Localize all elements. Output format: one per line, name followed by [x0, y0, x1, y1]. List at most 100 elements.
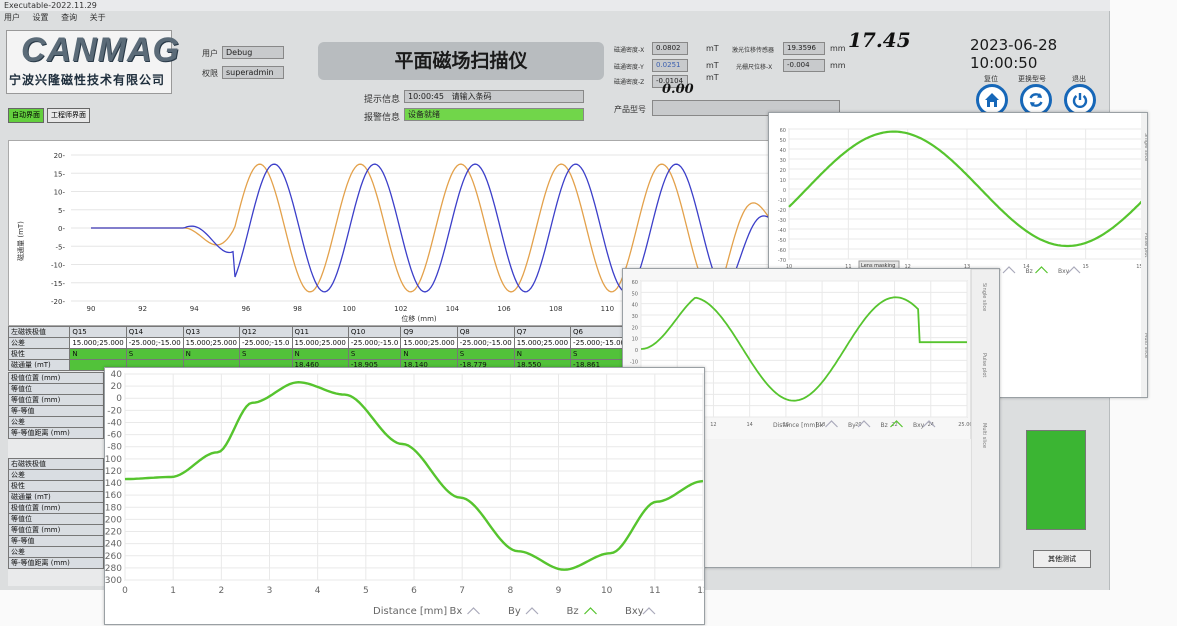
table-cell: 公差 [8, 546, 104, 558]
y-tick-label: 10- [54, 189, 66, 197]
laser-sensor-unit: mm [830, 44, 846, 53]
x-tick-label: 2 [218, 586, 224, 596]
table-cell: Q13 [182, 326, 241, 338]
table-cell: 左磁铁极值 [7, 326, 71, 338]
overlay-big-chart: 40200-20-40-60-80-100-120-140-160-180-20… [105, 370, 704, 617]
table-cell: 等-等值距离 (mm) [8, 557, 104, 569]
y-tick-label: -5- [55, 243, 65, 251]
table-cell: N [400, 348, 458, 360]
legend-label: Bz [567, 606, 579, 617]
user-label: 用户 [202, 49, 218, 58]
table-row-label: 等值位 [8, 513, 104, 525]
table-cell: -25.000;-15.0 [347, 337, 402, 349]
y-tick-label: -60 [107, 431, 122, 441]
y-tick-label: -160 [105, 491, 122, 501]
permission-field: superadmin [222, 66, 284, 79]
other-test-button[interactable]: 其他测试 [1033, 550, 1091, 568]
y-tick-label: -300 [105, 576, 122, 586]
y-tick-label: -260 [105, 552, 122, 562]
menu-settings[interactable]: 设置 [32, 13, 49, 22]
y-tick-label: 5- [58, 207, 65, 215]
menu-user[interactable]: 用户 [4, 13, 20, 22]
table-cell: Q6 [570, 326, 628, 338]
x-tick-label: 13 [964, 264, 970, 270]
measurement-table: 左磁铁极值 Q15 Q14 Q13 Q12 Q11 Q10 Q9 Q8 Q7 Q6 公差 15.000;… [7, 326, 628, 371]
bz-curve [124, 380, 704, 571]
datetime: 2023-06-28 10:00:50 [970, 36, 1058, 72]
table-row-label: 右磁铁极值 [8, 458, 104, 470]
y-tick-label: -20 [107, 406, 122, 416]
y-tick-label: 15- [54, 170, 66, 178]
flux-y-label: 磁通密度-Y [614, 64, 644, 71]
y-tick-label: -200 [105, 515, 122, 525]
y-axis-label: 磁通量 (mT) [16, 221, 25, 261]
table-row-label: 极值位置 (mm) [8, 502, 104, 514]
y-tick-label: -100 [105, 455, 122, 465]
table-cell: 极值位置 (mm) [8, 502, 104, 514]
user-field: Debug [222, 46, 284, 59]
table-cell: 等-等值 [8, 405, 104, 417]
x-tick-label: 14 [1023, 264, 1029, 270]
x-tick-label: 100 [342, 305, 355, 313]
series-blue-line [91, 163, 780, 293]
reset-label: 复位 [984, 75, 998, 83]
y-tick-label: 40 [111, 370, 123, 380]
tab-auto[interactable]: 自动界面 [8, 108, 44, 123]
x-tick-label: 11 [649, 586, 660, 596]
legend-swatch [922, 420, 936, 428]
hint-text: 请输入条码 [451, 92, 492, 101]
change-model-button[interactable] [1020, 84, 1052, 116]
table-cell: 磁通量 (mT) [7, 359, 71, 371]
table-cell: N [69, 348, 127, 360]
x-tick-label: 92 [138, 305, 147, 313]
x-tick-label: 7 [459, 586, 465, 596]
x-tick-label: 12 [904, 264, 910, 270]
series-orange-line [91, 163, 780, 293]
legend-swatch [825, 420, 838, 428]
table-cell: 等值位 [8, 383, 104, 395]
side-tab: Multi slice [1143, 333, 1148, 358]
y-tick-label: -20- [51, 298, 65, 306]
y-tick-label: 60 [632, 280, 638, 286]
exit-button[interactable] [1064, 84, 1096, 116]
x-tick-label: 18 [819, 422, 825, 428]
legend-label: Bz [1026, 268, 1033, 275]
table-row-label: 等-等值 [8, 405, 104, 417]
flux-z-value: -0.0104 [652, 75, 688, 88]
y-tick-label: 0 [783, 188, 786, 194]
legend-swatch [1067, 266, 1081, 274]
flux-x-label: 磁通密度-X [614, 47, 645, 54]
y-tick-label: 20 [632, 325, 638, 331]
lens-masking-label: Lens masking [861, 263, 895, 269]
legend-swatch [642, 607, 656, 615]
menu-query[interactable]: 查询 [61, 13, 78, 22]
window-title: Executable-2022.11.29 [4, 1, 97, 10]
y-tick-label: 20 [780, 168, 786, 174]
table-cell: Q15 [69, 326, 127, 338]
y-tick-label: -40 [778, 228, 786, 234]
y-tick-label: 20- [54, 152, 66, 160]
laser-sensor-value: 19.3596 [783, 42, 825, 55]
y-tick-label: 60 [780, 128, 786, 134]
table-row-label: 等-等值距离 (mm) [8, 427, 104, 439]
permission-label: 权限 [202, 69, 218, 78]
laser-sensor-label: 激光位移传感器 [732, 47, 775, 54]
flux-z-unit: mT [706, 73, 719, 82]
tab-engineer[interactable]: 工程师界面 [47, 108, 90, 123]
alarm-field: 设备就绪 [404, 108, 584, 121]
y-tick-label: -30 [778, 218, 786, 224]
table-cell: 等-等值距离 (mm) [8, 427, 104, 439]
y-tick-label: 40 [780, 148, 786, 154]
flux-x-unit: mT [706, 44, 719, 53]
y-tick-label: -80 [107, 443, 122, 453]
legend-swatch [467, 607, 480, 615]
reset-button[interactable] [976, 84, 1008, 116]
y-tick-label: -180 [105, 503, 122, 513]
y-tick-label: -10 [778, 198, 786, 204]
x-tick-label: 90 [87, 305, 96, 313]
menu-about[interactable]: 关于 [89, 13, 106, 22]
left-row-labels: 极值位置 (mm) 等值位 等值位置 (mm) 等-等值 公差 等-等值距离 (mm) [8, 372, 104, 439]
table-cell: Q10 [347, 326, 402, 338]
x-tick-label: 22 [891, 422, 897, 428]
y-tick-label: 10 [632, 337, 638, 343]
